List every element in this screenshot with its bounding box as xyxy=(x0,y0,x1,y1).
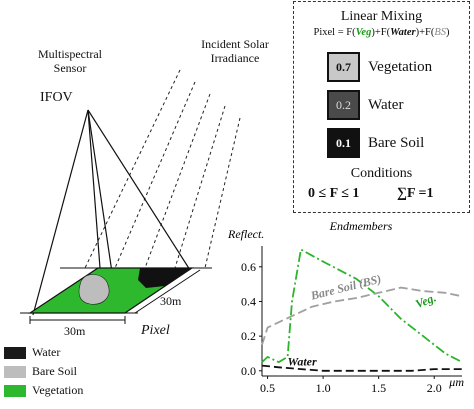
chart-ylabel: Reflect. xyxy=(227,227,264,241)
x-tick-label: 1.0 xyxy=(316,381,331,395)
sensor-title: Multispectral Sensor xyxy=(20,47,120,75)
fraction-row-bare-soil: 0.1 Bare Soil xyxy=(327,128,424,158)
chart-xlabel: μm xyxy=(448,375,464,389)
legend-swatch-vegetation xyxy=(4,384,26,397)
irradiance-line2: Irradiance xyxy=(210,51,260,65)
y-tick-label: 0.6 xyxy=(241,260,256,274)
fraction-row-vegetation: 0.7 Vegetation xyxy=(327,52,432,82)
sensor-title-line2: Sensor xyxy=(53,61,87,75)
eq-suffix: ) xyxy=(446,27,450,38)
y-tick-label: 0.4 xyxy=(241,294,256,308)
condition-sum: ∑F =1 xyxy=(397,186,434,201)
series-label-water: Water xyxy=(288,355,317,369)
fraction-name-water: Water xyxy=(368,96,404,113)
pixel-dim-x: 30m xyxy=(64,324,86,338)
chart-axes: 0.0 0.2 0.4 0.6 0.5 1.0 1.5 2.0 μm xyxy=(241,246,464,395)
series-label-bare-soil: Bare Soil (BS) xyxy=(308,272,382,303)
irradiance-label: Incident Solar Irradiance xyxy=(180,37,290,65)
eq-mid1: )+F( xyxy=(371,27,391,38)
bare-soil-patch xyxy=(78,274,110,305)
chart-series-group xyxy=(261,248,463,372)
sensor-diagram xyxy=(20,69,241,324)
series-line-vegetation xyxy=(261,248,463,364)
mixing-equation: Pixel = F(Veg)+F(Water)+F(BS) xyxy=(294,27,469,38)
condition-range: 0 ≤ F ≤ 1 xyxy=(308,186,360,201)
x-tick-label: 1.5 xyxy=(371,381,386,395)
pixel-ground xyxy=(20,267,212,324)
irradiance-rays xyxy=(84,69,241,269)
x-tick-label: 0.5 xyxy=(260,381,275,395)
legend-label-vegetation: Vegetation xyxy=(32,383,84,397)
water-patch xyxy=(138,268,192,288)
eq-water: Water xyxy=(390,27,416,38)
y-tick-label: 0.0 xyxy=(241,364,256,378)
legend-label-bare-soil: Bare Soil xyxy=(32,364,77,378)
fraction-row-water: 0.2 Water xyxy=(327,90,403,120)
legend-swatch-water xyxy=(4,346,26,359)
legend-swatch-bare-soil xyxy=(4,365,26,378)
irradiance-line1: Incident Solar xyxy=(201,37,269,51)
legend-item-bare-soil: Bare Soil xyxy=(4,364,83,379)
fraction-name-bare-soil: Bare Soil xyxy=(368,134,425,151)
legend-item-water: Water xyxy=(4,345,83,360)
series-line-water xyxy=(261,364,462,372)
conditions-title: Conditions xyxy=(350,166,413,181)
eq-prefix: Pixel = F( xyxy=(313,27,356,38)
x-tick-label: 2.0 xyxy=(427,381,442,395)
series-label-vegetation: Veg. xyxy=(413,290,438,311)
pixel-dim-y: 30m xyxy=(160,294,182,308)
eq-bs: BS xyxy=(434,27,447,38)
legend-item-vegetation: Vegetation xyxy=(4,383,83,398)
legend: Water Bare Soil Vegetation xyxy=(4,345,83,398)
pixel-label: Pixel xyxy=(141,323,170,338)
eq-mid2: )+F( xyxy=(415,27,435,38)
fraction-name-vegetation: Vegetation xyxy=(368,58,433,75)
fraction-swatch-water: 0.2 xyxy=(327,90,360,120)
legend-label-water: Water xyxy=(32,345,61,359)
series-line-bare-soil xyxy=(261,286,463,346)
linear-mixing-panel: Linear Mixing Pixel = F(Veg)+F(Water)+F(… xyxy=(293,1,470,213)
ifov-label: IFOV xyxy=(40,90,73,105)
chart-series-labels: Veg. Bare Soil (BS) Water xyxy=(288,272,439,369)
chart-title: Endmembers xyxy=(329,219,393,233)
y-tick-label: 0.2 xyxy=(241,329,256,343)
fraction-swatch-bare-soil: 0.1 xyxy=(327,128,360,158)
sensor-title-line1: Multispectral xyxy=(38,47,102,61)
mixing-title: Linear Mixing xyxy=(340,9,423,24)
eq-veg: Veg xyxy=(355,27,372,38)
endmember-chart: Endmembers Reflect. 0.0 0.2 0.4 0.6 0.5 1.0 1.… xyxy=(227,219,464,395)
fraction-swatch-vegetation: 0.7 xyxy=(327,52,360,82)
